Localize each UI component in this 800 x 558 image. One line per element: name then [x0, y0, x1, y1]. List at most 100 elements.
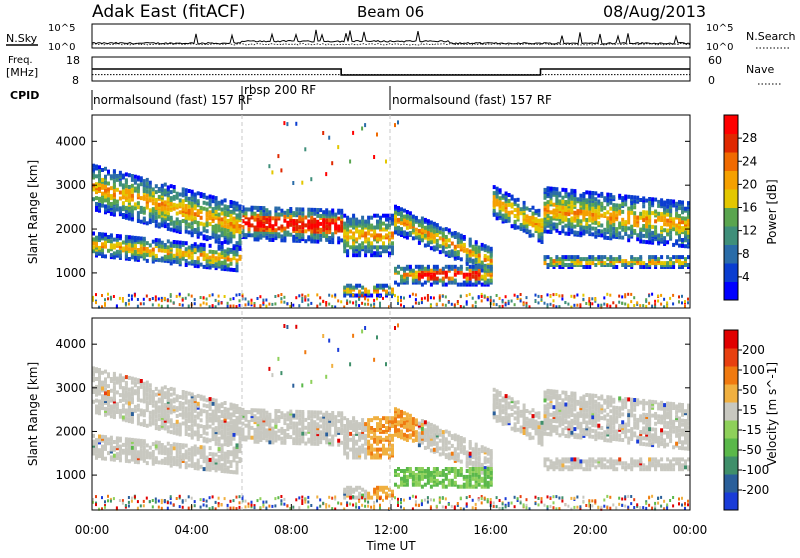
power-cell [541, 222, 544, 226]
velocity-cell [137, 507, 139, 510]
velocity-cell [143, 455, 146, 459]
power-cell [591, 302, 593, 305]
power-cell [355, 294, 358, 298]
power-cell [415, 216, 418, 220]
power-cell [233, 297, 235, 300]
velocity-cell [203, 409, 206, 413]
velocity-cell [280, 437, 283, 441]
power-cell [155, 198, 158, 202]
power-cell [113, 169, 116, 173]
power-cell [140, 176, 143, 180]
power-cell [301, 181, 303, 185]
power-cell [564, 301, 566, 304]
velocity-cell [262, 415, 265, 419]
power-cell [364, 249, 367, 253]
velocity-cell [185, 444, 188, 448]
power-cell [194, 204, 197, 208]
power-cell [624, 303, 626, 306]
power-cell [230, 258, 233, 262]
power-cell [218, 201, 221, 205]
power-cell [95, 293, 97, 296]
power-cell [451, 265, 454, 269]
velocity-cell [131, 416, 134, 420]
velocity-cell [200, 455, 203, 459]
power-cell [415, 293, 417, 296]
power-cell [218, 253, 221, 257]
power-cell [642, 214, 645, 218]
velocity-cell [221, 463, 224, 467]
power-cell [633, 229, 636, 233]
velocity-cell [274, 409, 277, 413]
velocity-cell [179, 505, 181, 508]
power-cell [173, 225, 176, 229]
power-cell [122, 201, 125, 205]
power-cell [621, 295, 623, 298]
colorbar-tick-label: 8 [742, 247, 750, 261]
velocity-cell [140, 422, 143, 426]
velocity-cell [116, 506, 118, 509]
velocity-cell [227, 427, 230, 431]
velocity-cell [343, 452, 346, 456]
power-cell [499, 297, 501, 300]
power-cell [538, 209, 541, 213]
noise-right-tick-top: 10^5 [706, 23, 733, 34]
velocity-cell [170, 405, 173, 409]
velocity-cell [316, 436, 319, 440]
power-cell [274, 295, 276, 298]
power-cell [484, 267, 487, 271]
power-cell [176, 256, 179, 260]
power-cell [230, 268, 233, 272]
power-cell [188, 293, 190, 296]
power-cell [412, 219, 415, 223]
velocity-cell [259, 430, 262, 434]
velocity-cell [206, 462, 209, 466]
velocity-cell [113, 386, 116, 390]
power-cell [582, 294, 584, 297]
power-cell [233, 305, 235, 308]
power-cell [274, 302, 276, 305]
power-cell [230, 232, 233, 236]
velocity-cell [113, 446, 116, 450]
power-cell [113, 295, 115, 298]
power-cell [627, 217, 630, 221]
power-cell [119, 197, 122, 201]
velocity-cell [119, 452, 122, 456]
power-cell [606, 263, 609, 267]
power-cell [666, 305, 668, 308]
velocity-cell [209, 496, 211, 499]
velocity-cell [313, 414, 316, 418]
power-cell [415, 298, 417, 301]
power-cell [633, 304, 635, 307]
velocity-cell [200, 465, 203, 469]
power-cell [400, 207, 403, 211]
velocity-cell [319, 440, 322, 444]
power-cell [445, 283, 448, 287]
power-cell [221, 241, 224, 245]
power-cell [550, 220, 553, 224]
power-cell [379, 233, 382, 237]
power-cell [167, 299, 169, 302]
power-cell [176, 192, 179, 196]
power-cell [427, 277, 430, 281]
power-cell [203, 234, 206, 238]
power-cell [352, 294, 354, 297]
power-cell [648, 294, 650, 297]
velocity-cell [95, 377, 98, 381]
power-cell [227, 263, 230, 267]
power-cell [268, 303, 270, 306]
velocity-cell [233, 419, 236, 423]
power-cell [155, 242, 158, 246]
power-cell [591, 261, 594, 265]
velocity-cell [179, 413, 182, 417]
velocity-cell [283, 429, 286, 433]
power-cell [221, 200, 224, 204]
power-cell [454, 273, 457, 277]
velocity-cell [173, 503, 175, 506]
power-cell [594, 191, 597, 195]
velocity-cell [170, 502, 172, 505]
power-cell [280, 238, 283, 242]
power-cell [367, 303, 369, 306]
power-cell [98, 246, 101, 250]
velocity-cell [134, 446, 137, 450]
